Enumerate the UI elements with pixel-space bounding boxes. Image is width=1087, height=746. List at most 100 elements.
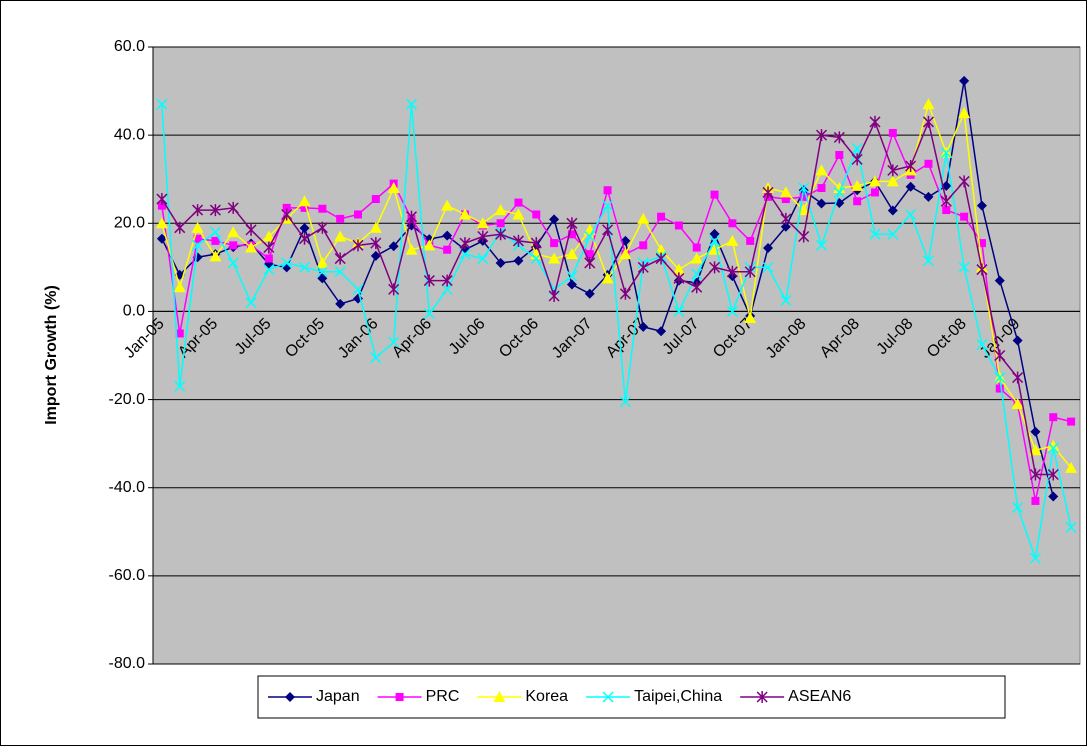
data-point — [369, 221, 382, 233]
data-point — [157, 201, 166, 210]
data-point — [512, 234, 524, 247]
data-point — [639, 241, 648, 250]
data-point — [887, 164, 899, 177]
data-point — [566, 279, 577, 290]
data-point — [815, 164, 828, 176]
data-point — [637, 261, 649, 274]
data-point — [994, 275, 1005, 286]
data-point — [441, 199, 454, 211]
data-point — [334, 266, 346, 278]
data-point — [548, 252, 561, 264]
data-point — [530, 237, 542, 250]
data-point — [262, 230, 275, 242]
data-point — [318, 204, 327, 213]
data-point — [976, 200, 987, 211]
data-point — [601, 272, 614, 284]
data-point — [888, 128, 897, 137]
data-point — [227, 226, 240, 238]
data-point — [958, 175, 970, 188]
data-point — [710, 190, 719, 199]
data-point — [672, 263, 685, 275]
data-point — [298, 195, 311, 207]
data-point — [370, 352, 382, 364]
data-point — [209, 226, 221, 238]
data-point — [655, 243, 668, 255]
data-point — [994, 349, 1006, 362]
data-point — [1029, 444, 1042, 456]
data-point — [405, 243, 418, 255]
data-point — [156, 233, 167, 244]
y-tick-label: 60.0 — [114, 38, 145, 55]
data-point — [797, 204, 810, 216]
data-point — [405, 98, 418, 110]
data-point — [1031, 496, 1040, 505]
data-point — [566, 270, 578, 282]
data-point — [335, 298, 346, 309]
data-point — [388, 241, 399, 252]
data-point — [441, 283, 453, 295]
legend-label: ASEAN6 — [788, 688, 851, 705]
data-point — [549, 214, 560, 225]
data-point — [656, 326, 667, 337]
data-point — [1047, 468, 1059, 481]
data-point — [299, 223, 310, 234]
data-point — [441, 274, 453, 287]
data-point — [674, 221, 683, 230]
data-point — [245, 241, 258, 253]
data-point — [567, 230, 576, 239]
data-point — [1012, 371, 1024, 384]
data-point — [1065, 521, 1077, 533]
data-point — [173, 281, 186, 293]
data-point — [959, 75, 970, 86]
data-point — [905, 159, 917, 172]
data-point — [423, 308, 435, 320]
data-point — [869, 228, 881, 240]
data-point — [726, 234, 739, 246]
data-point — [227, 201, 239, 214]
legend-label: Japan — [316, 688, 360, 705]
data-point — [692, 243, 701, 252]
data-point — [156, 193, 168, 206]
data-point — [285, 692, 295, 702]
data-point — [905, 181, 916, 192]
data-point — [1029, 468, 1041, 481]
y-tick-label: -60.0 — [109, 567, 146, 584]
data-point — [709, 228, 720, 239]
data-point — [691, 268, 703, 280]
data-point — [638, 321, 649, 332]
data-point — [264, 254, 273, 263]
data-point — [799, 192, 808, 201]
data-point — [316, 221, 328, 234]
data-point — [352, 239, 364, 252]
data-point — [942, 206, 951, 215]
y-tick-label: -80.0 — [109, 655, 146, 672]
data-point — [495, 257, 506, 268]
data-point — [922, 255, 935, 267]
data-point — [870, 188, 879, 197]
data-point — [548, 290, 560, 303]
data-point — [853, 197, 862, 206]
data-point — [476, 217, 489, 229]
data-point — [566, 217, 578, 230]
y-tick-label: 20.0 — [114, 215, 145, 232]
data-point — [496, 219, 505, 228]
y-tick-label: 0.0 — [123, 303, 145, 320]
data-point — [726, 265, 738, 278]
data-point — [282, 203, 291, 212]
data-point — [977, 239, 986, 248]
data-point — [1012, 502, 1024, 514]
series-line — [161, 104, 1072, 559]
data-point — [370, 237, 382, 250]
data-point — [619, 396, 631, 408]
data-point — [1047, 439, 1060, 451]
data-point — [423, 239, 436, 251]
data-point — [851, 153, 863, 166]
data-point — [209, 204, 221, 217]
data-point — [584, 288, 595, 299]
data-point — [940, 147, 952, 159]
data-point — [619, 248, 632, 260]
data-point — [673, 305, 685, 317]
legend-label: Taipei,China — [634, 688, 722, 705]
data-point — [886, 175, 899, 187]
data-point — [833, 131, 845, 144]
